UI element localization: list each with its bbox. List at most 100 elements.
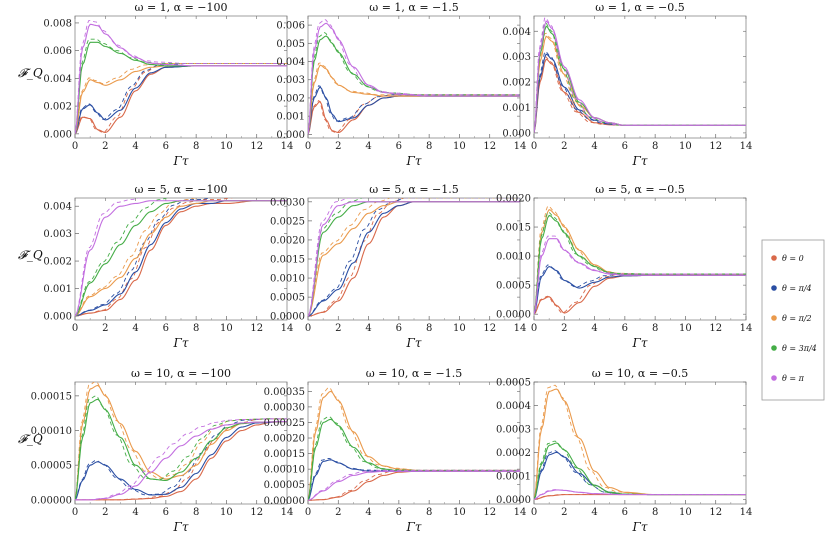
x-tick-label: 2 [335, 507, 341, 518]
x-tick-label: 12 [483, 323, 496, 334]
x-tick-label: 10 [220, 323, 233, 334]
x-tick-label: 14 [514, 507, 527, 518]
series-dashed-t4 [308, 469, 520, 501]
series-line-t2 [534, 208, 746, 315]
y-tick-label: 0.0004 [496, 401, 531, 412]
x-axis-label: Γτ [406, 336, 422, 350]
series-dashed-t3 [534, 211, 746, 315]
x-tick-label: 0 [72, 507, 78, 518]
x-tick-label: 10 [453, 141, 466, 152]
x-tick-label: 0 [305, 507, 311, 518]
x-tick-label: 0 [72, 141, 78, 152]
legend: θ = 0 θ = π/4 θ = π/2 θ = 3π/4 θ = π [761, 239, 825, 401]
y-tick-label: 0.004 [43, 74, 72, 85]
x-tick-label: 2 [561, 507, 567, 518]
x-tick-label: 8 [652, 141, 658, 152]
x-tick-label: 12 [709, 323, 722, 334]
x-tick-label: 10 [679, 141, 692, 152]
series-dashed-t3 [308, 198, 520, 317]
y-tick-label: 0.0000 [496, 495, 531, 506]
series-dashed-t1 [308, 457, 520, 501]
series-dashed-t0 [75, 198, 234, 317]
series-line-t4 [534, 489, 746, 500]
series-line-t1 [308, 201, 520, 317]
x-tick-label: 14 [281, 323, 294, 334]
y-tick-label: 0.00000 [264, 496, 305, 507]
y-tick-label: 0.003 [276, 75, 305, 86]
series-line-t0 [308, 201, 520, 317]
x-tick-label: 8 [652, 507, 658, 518]
series-line-t4 [308, 201, 520, 317]
series-dashed-t2 [308, 387, 520, 501]
panel-title: ω = 1, α = −1.5 [369, 1, 459, 14]
series-dashed-t1 [75, 418, 287, 501]
y-tick-label: 0.002 [43, 102, 72, 113]
series-line-t2 [75, 200, 287, 317]
x-tick-label: 14 [281, 507, 294, 518]
panel-title: ω = 1, α = −0.5 [595, 1, 685, 14]
x-axis-label: Γτ [406, 520, 422, 534]
x-tick-label: 14 [740, 141, 753, 152]
x-tick-label: 6 [396, 141, 402, 152]
series-line-t2 [308, 201, 520, 317]
series-dashed-t3 [308, 416, 520, 501]
series-dashed-t2 [75, 63, 287, 134]
x-axis-label: Γτ [173, 336, 189, 350]
series-dashed-t1 [75, 63, 287, 135]
y-tick-label: 0.00010 [264, 465, 305, 476]
series-line-t2 [308, 64, 520, 135]
panel-5: ω = 5, α = −1.50 2 4 6 8 10 12 140.00000.00050.… [270, 183, 526, 350]
x-tick-label: 6 [396, 323, 402, 334]
y-tick-label: 0.0005 [496, 281, 531, 292]
series-dashed-t2 [534, 205, 746, 315]
panel-title: ω = 5, α = −1.5 [369, 183, 459, 196]
legend-swatch-t3 [771, 345, 777, 351]
x-axis-label: Γτ [406, 154, 422, 168]
x-tick-label: 12 [250, 507, 263, 518]
x-tick-label: 12 [250, 323, 263, 334]
series-line-t4 [534, 20, 746, 133]
x-tick-label: 2 [102, 323, 108, 334]
y-tick-label: 0.004 [502, 27, 531, 38]
series-line-t3 [534, 214, 746, 315]
y-tick-label: 0.008 [43, 18, 72, 29]
y-tick-label: 0.000 [43, 129, 72, 140]
x-tick-label: 6 [163, 507, 169, 518]
series-line-t0 [75, 65, 287, 135]
series-dashed-t0 [534, 273, 746, 315]
series-dashed-t2 [75, 198, 197, 317]
x-tick-label: 6 [163, 141, 169, 152]
x-tick-label: 0 [305, 141, 311, 152]
x-tick-label: 4 [365, 507, 371, 518]
x-tick-label: 2 [335, 141, 341, 152]
y-axis-label: 𝓕_Q [18, 66, 43, 80]
y-tick-label: 0.0020 [496, 194, 531, 205]
x-axis-label: Γτ [632, 336, 648, 350]
series-dashed-t0 [308, 469, 520, 501]
x-axis-label: Γτ [173, 154, 189, 168]
x-tick-label: 12 [483, 507, 496, 518]
x-tick-label: 2 [561, 141, 567, 152]
x-tick-label: 10 [220, 507, 233, 518]
y-tick-label: 0.0005 [270, 293, 305, 304]
series-dashed-t3 [75, 395, 287, 500]
panel-title: ω = 5, α = −0.5 [595, 183, 685, 196]
x-tick-label: 4 [132, 323, 138, 334]
panel-frame [74, 381, 288, 505]
series-dashed-t2 [75, 382, 287, 500]
series-dashed-t3 [75, 38, 287, 134]
legend-label-t3: θ = 3π/4 [782, 344, 817, 353]
y-tick-label: 0.0020 [270, 235, 305, 246]
x-tick-label: 0 [72, 323, 78, 334]
series-line-t4 [75, 200, 287, 317]
series-line-t2 [75, 65, 287, 135]
x-tick-label: 14 [740, 507, 753, 518]
panel-title: ω = 1, α = −100 [134, 1, 227, 14]
panel-frame [307, 15, 521, 139]
legend-label-t2: θ = π/2 [782, 314, 812, 323]
x-tick-label: 10 [679, 323, 692, 334]
panel-2: ω = 1, α = −1.50 2 4 6 8 10 12 140.0000.0010.00… [276, 1, 526, 168]
panel-9: ω = 10, α = −0.50 2 4 6 8 10 12 140.00000.00010… [496, 367, 752, 534]
y-tick-label: 0.0001 [496, 471, 531, 482]
x-tick-label: 4 [365, 141, 371, 152]
